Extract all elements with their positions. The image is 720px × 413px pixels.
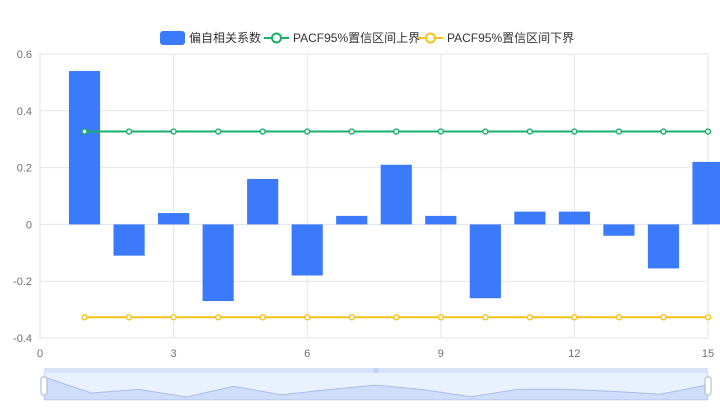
x-tick-label: 0 <box>37 348 43 360</box>
x-tick-label: 6 <box>304 348 310 360</box>
plot-area <box>68 71 720 321</box>
bar[interactable] <box>558 211 590 225</box>
legend-bar-swatch-icon <box>160 31 185 45</box>
bar[interactable] <box>336 215 368 225</box>
line-point[interactable] <box>348 314 355 321</box>
line-point[interactable] <box>348 128 355 135</box>
data-zoom-selection[interactable] <box>44 372 708 400</box>
data-zoom-preview-area <box>44 377 708 400</box>
x-tick-label: 9 <box>438 348 444 360</box>
bar[interactable] <box>425 215 457 225</box>
line-point[interactable] <box>615 314 623 321</box>
bar[interactable] <box>68 71 101 225</box>
bar[interactable] <box>469 224 501 299</box>
line-point[interactable] <box>170 128 177 135</box>
bar[interactable] <box>158 213 190 225</box>
line-point[interactable] <box>304 128 311 135</box>
x-tick-label: 3 <box>171 348 177 360</box>
line-point[interactable] <box>526 128 534 135</box>
bar[interactable] <box>113 224 145 256</box>
line-point[interactable] <box>482 128 489 135</box>
x-tick-label: 12 <box>568 348 580 360</box>
y-tick-label: -0.4 <box>13 333 32 345</box>
line-point[interactable] <box>259 128 266 135</box>
y-tick-label: 0.2 <box>17 163 32 175</box>
line-point[interactable] <box>704 314 712 321</box>
line-point[interactable] <box>704 128 712 135</box>
y-tick-label: 0.6 <box>17 49 32 61</box>
line-point[interactable] <box>259 314 266 321</box>
line-point[interactable] <box>660 128 667 135</box>
line-point[interactable] <box>81 314 88 321</box>
bar[interactable] <box>202 224 234 302</box>
line-point[interactable] <box>304 314 311 321</box>
legend-item[interactable]: PACF95%置信区间上界 <box>264 31 420 45</box>
line-point[interactable] <box>437 128 444 135</box>
bar[interactable] <box>692 161 720 225</box>
bar[interactable] <box>603 224 635 236</box>
line-point[interactable] <box>571 128 578 135</box>
line-point[interactable] <box>214 314 222 321</box>
data-zoom-right-handle[interactable] <box>704 376 712 396</box>
legend-item[interactable]: PACF95%置信区间下界 <box>418 31 574 45</box>
line-point[interactable] <box>170 314 177 321</box>
data-zoom-left-handle[interactable] <box>40 376 48 396</box>
legend-item[interactable]: 偏自相关系数 <box>160 30 261 45</box>
legend-label: PACF95%置信区间上界 <box>293 31 420 45</box>
data-zoom-slider[interactable]: ||| <box>40 368 712 401</box>
legend-marker-icon <box>271 32 282 44</box>
legend-label: 偏自相关系数 <box>189 30 261 45</box>
data-zoom-move-handle[interactable]: ||| <box>374 368 378 374</box>
legend: 偏自相关系数 PACF95%置信区间上界 PACF95%置信区间下界 <box>160 30 574 45</box>
line-point[interactable] <box>125 314 133 321</box>
data-zoom-move-bar[interactable] <box>44 368 708 373</box>
line-point[interactable] <box>526 314 534 321</box>
data-zoom-preview-line <box>43 376 709 398</box>
bar[interactable] <box>647 224 680 269</box>
x-tick-label: 15 <box>702 348 714 360</box>
legend-marker-icon <box>425 32 436 44</box>
line-point[interactable] <box>571 314 578 321</box>
line-point[interactable] <box>214 128 222 135</box>
bar[interactable] <box>380 164 412 225</box>
line-point[interactable] <box>615 128 623 135</box>
line-point[interactable] <box>393 128 400 135</box>
bar[interactable] <box>291 224 323 276</box>
y-tick-label: 0 <box>26 219 32 231</box>
line-point[interactable] <box>125 128 133 135</box>
line-point[interactable] <box>81 128 88 135</box>
bar[interactable] <box>514 211 546 225</box>
line-point[interactable] <box>437 314 444 321</box>
legend-label: PACF95%置信区间下界 <box>447 31 574 45</box>
line-point[interactable] <box>393 314 400 321</box>
y-tick-label: -0.2 <box>13 276 32 288</box>
bar[interactable] <box>247 178 279 225</box>
line-point[interactable] <box>660 314 667 321</box>
y-tick-label: 0.4 <box>17 106 32 118</box>
line-point[interactable] <box>482 314 489 321</box>
